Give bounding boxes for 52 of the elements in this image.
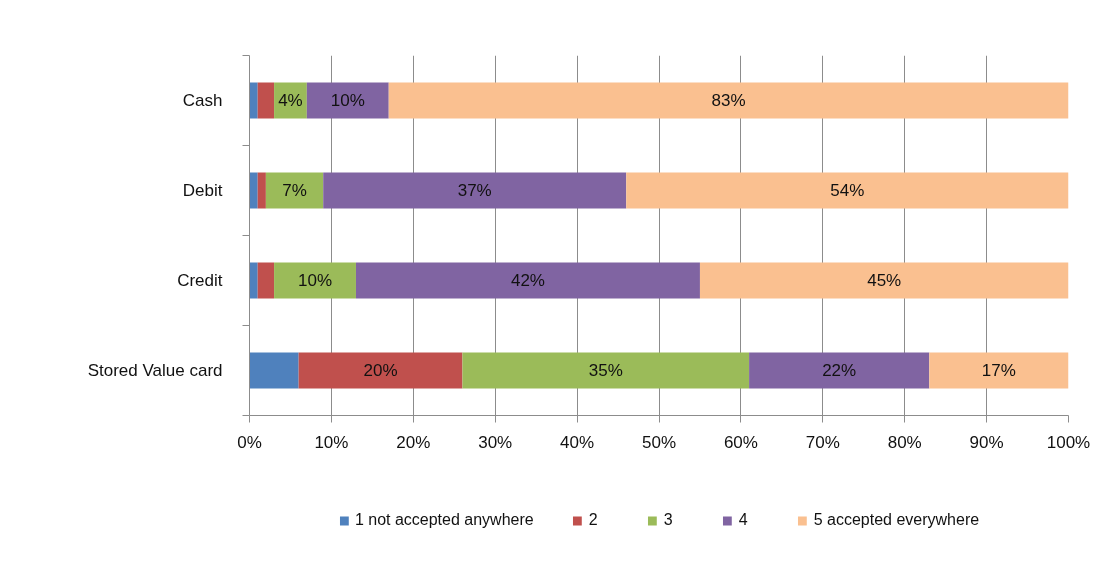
x-tick-label: 90% bbox=[969, 432, 1004, 452]
y-tick-label: Stored Value card bbox=[87, 361, 223, 380]
data-label: 42% bbox=[510, 271, 545, 290]
bar bbox=[929, 352, 1069, 389]
data-label: 10% bbox=[298, 271, 333, 290]
data-label: 45% bbox=[867, 271, 902, 290]
x-tick-label: 100% bbox=[1046, 432, 1091, 452]
legend-label: 5 accepted everywhere bbox=[813, 511, 980, 529]
bar bbox=[249, 172, 258, 209]
bar bbox=[388, 82, 1069, 119]
bar bbox=[257, 172, 266, 209]
bar bbox=[626, 172, 1069, 209]
data-label: 37% bbox=[457, 181, 492, 200]
bar bbox=[257, 82, 275, 119]
bar bbox=[265, 172, 324, 209]
bar bbox=[462, 352, 750, 389]
bar bbox=[257, 262, 275, 299]
bar bbox=[699, 262, 1069, 299]
data-label: 83% bbox=[711, 91, 746, 110]
legend-label: 2 bbox=[588, 511, 599, 529]
x-tick-label: 30% bbox=[478, 432, 513, 452]
data-label: 7% bbox=[282, 181, 307, 200]
bar bbox=[249, 82, 258, 119]
legend-label: 1 not accepted anywhere bbox=[354, 511, 534, 529]
data-label: 10% bbox=[330, 91, 365, 110]
data-label: 35% bbox=[588, 361, 623, 380]
y-tick-label: Debit bbox=[182, 181, 223, 200]
bar bbox=[249, 262, 258, 299]
y-tick-label: Credit bbox=[177, 271, 223, 290]
legend-label: 4 bbox=[738, 511, 749, 529]
data-label: 54% bbox=[830, 181, 865, 200]
x-tick-label: 60% bbox=[723, 432, 758, 452]
bar bbox=[298, 352, 463, 389]
x-tick-label: 70% bbox=[805, 432, 840, 452]
x-tick-label: 10% bbox=[314, 432, 349, 452]
data-label: 4% bbox=[278, 91, 303, 110]
x-tick-label: 40% bbox=[560, 432, 595, 452]
bar bbox=[355, 262, 700, 299]
legend-label: 3 bbox=[663, 511, 674, 529]
x-tick-label: 20% bbox=[396, 432, 431, 452]
y-tick-label: Cash bbox=[182, 91, 223, 110]
data-label: 20% bbox=[363, 361, 398, 380]
bar bbox=[749, 352, 930, 389]
x-tick-label: 0% bbox=[237, 432, 262, 452]
bar bbox=[249, 352, 299, 389]
data-label: 22% bbox=[822, 361, 857, 380]
x-tick-label: 50% bbox=[641, 432, 677, 452]
bar bbox=[323, 172, 627, 209]
x-tick-label: 80% bbox=[887, 432, 922, 452]
bar bbox=[306, 82, 389, 119]
bar bbox=[274, 262, 356, 299]
data-label: 17% bbox=[981, 361, 1016, 380]
